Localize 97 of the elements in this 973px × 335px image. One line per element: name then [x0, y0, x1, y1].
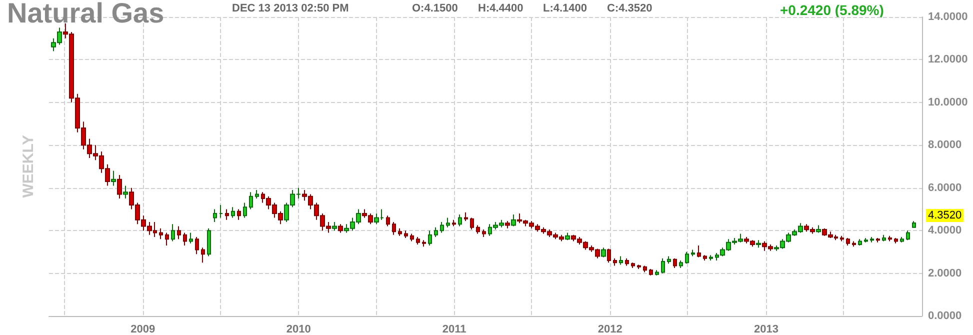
annotation: +0.2420 (5.89%) [780, 2, 884, 18]
candlestick [870, 236, 874, 243]
candlestick [756, 240, 761, 248]
candlestick [165, 232, 169, 246]
candlestick [858, 238, 862, 246]
candlestick [679, 260, 683, 268]
candlestick [601, 247, 606, 258]
candlestick [511, 214, 516, 227]
candlestick [631, 262, 635, 268]
y-tick-label: 14.0000 [928, 11, 968, 23]
candlestick [691, 249, 695, 257]
candlestick [476, 224, 480, 234]
candlestick [643, 265, 647, 273]
candlestick [183, 232, 187, 246]
candlestick [505, 220, 510, 229]
x-tick-label: 2012 [598, 324, 622, 335]
chart-title: Natural Gas [7, 0, 164, 28]
candlestick [177, 226, 181, 240]
candlestick [434, 226, 438, 238]
candlestick [840, 235, 844, 242]
candlestick [565, 232, 570, 241]
candlestick [386, 215, 390, 227]
text: O:4.1500 [412, 2, 458, 14]
candlestick [201, 247, 205, 264]
candlestick [123, 185, 128, 200]
candlestick [894, 238, 898, 244]
candlestick [864, 238, 868, 243]
candlestick [243, 202, 247, 218]
text: DEC 13 2013 02:50 PM [232, 2, 349, 14]
candlestick [117, 174, 122, 200]
candlestick [613, 258, 617, 266]
candlestick [709, 254, 713, 261]
y-tick-label: 8.0000 [928, 139, 962, 152]
candlestick [846, 238, 850, 246]
candlestick [667, 256, 671, 264]
candlestick [906, 230, 910, 241]
candlestick [882, 234, 886, 242]
candlestick [249, 192, 253, 210]
x-tick-label: 2010 [286, 324, 311, 335]
candlestick [673, 258, 677, 268]
candlestick [697, 245, 701, 258]
candlestick [440, 222, 444, 234]
x-tick-label: 2009 [130, 324, 156, 335]
candlestick [685, 251, 689, 264]
candlestick [464, 212, 468, 222]
candlestick [470, 217, 474, 230]
candlestick [213, 208, 217, 223]
candlestick [255, 189, 259, 200]
candlestick [900, 236, 904, 243]
candlestick [410, 233, 414, 242]
candlestick [655, 270, 659, 276]
y-tick-label: 2.0000 [928, 267, 962, 280]
candlestick [404, 230, 408, 239]
candlestick [888, 235, 892, 242]
y-tick-label: 12.0000 [928, 54, 968, 66]
text: C:4.3520 [607, 2, 652, 14]
candlestick [111, 170, 116, 186]
text: H:4.4400 [478, 2, 524, 14]
y-tick-label: 10.0000 [928, 96, 968, 108]
x-tick-label: 2013 [754, 324, 778, 335]
candlestick [446, 217, 450, 228]
candlestick [231, 206, 235, 218]
y-tick-label: 4.0000 [928, 224, 962, 237]
candlestick [392, 222, 396, 236]
candlestick [876, 238, 880, 243]
candlestick [422, 240, 426, 248]
candlestick [912, 220, 916, 228]
candlestick [607, 248, 611, 264]
candlestick [225, 208, 229, 220]
candlestick [661, 258, 665, 274]
candlestick [159, 228, 163, 240]
candlestick [816, 224, 821, 234]
candlestick [852, 240, 856, 248]
candlestick [332, 222, 337, 232]
candlestick [619, 256, 623, 266]
candlestick [458, 214, 462, 227]
candlestick [195, 236, 199, 255]
candlestick [428, 230, 432, 246]
candlestick [237, 208, 241, 220]
candlestick [398, 228, 402, 236]
candlestick [452, 219, 456, 227]
x-tick-label: 2011 [442, 324, 466, 335]
candlestick [219, 204, 223, 218]
candlestick [207, 228, 211, 257]
candlestick [338, 224, 343, 234]
candlestick [189, 232, 193, 244]
candlestick [649, 268, 653, 276]
y-tick-label: 0.0000 [928, 310, 962, 322]
y-tick-label: 6.0000 [928, 182, 962, 194]
candlestick [416, 236, 420, 245]
candlestick [703, 254, 707, 261]
candlestick [637, 264, 641, 270]
annotation: 4.3520 [928, 210, 962, 222]
candlestick [625, 258, 629, 266]
text: L:4.1400 [543, 2, 588, 14]
candlestick [171, 224, 175, 242]
candlestick [482, 229, 486, 238]
